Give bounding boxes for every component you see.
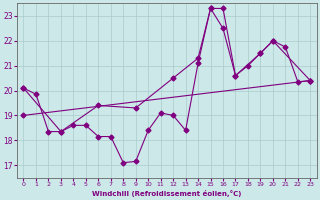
X-axis label: Windchill (Refroidissement éolien,°C): Windchill (Refroidissement éolien,°C) [92, 190, 242, 197]
